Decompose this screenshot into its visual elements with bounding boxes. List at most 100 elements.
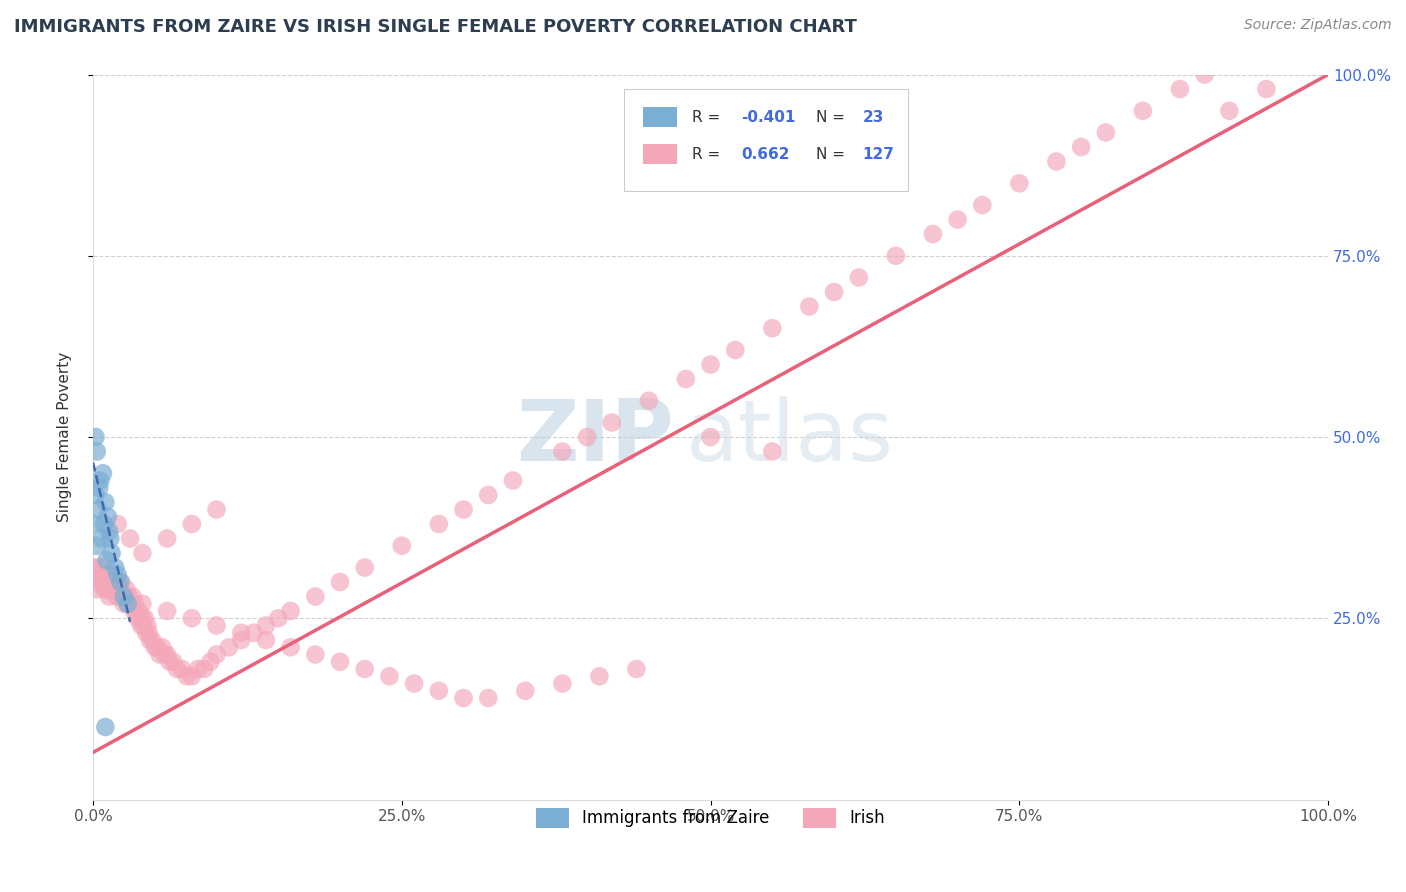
Point [626,662,648,676]
Point [83,560,105,574]
Point [87,502,110,516]
Point [93,516,115,531]
Point [1008,176,1031,190]
Point [124,597,146,611]
Point [193,662,215,676]
Point [100,546,122,560]
Point [89,567,111,582]
Point [427,516,450,531]
Point [104,560,127,574]
Point [131,597,153,611]
Point [104,574,127,589]
Point [94,495,117,509]
Point [353,662,375,676]
Point [156,532,179,546]
Point [551,444,574,458]
Point [1256,82,1278,96]
Point [404,676,426,690]
Point [280,640,302,655]
Point [176,669,198,683]
Point [96,553,118,567]
Point [761,444,783,458]
Point [156,648,179,662]
Text: 0.662: 0.662 [741,147,790,161]
Point [267,611,290,625]
Point [515,683,537,698]
Point [884,249,907,263]
Point [89,474,111,488]
Point [122,604,145,618]
Point [108,574,131,589]
Point [129,618,152,632]
Point [131,611,153,625]
Point [254,618,277,632]
Point [98,590,121,604]
Text: Source: ZipAtlas.com: Source: ZipAtlas.com [1244,18,1392,32]
Point [453,691,475,706]
Point [100,567,122,582]
Point [127,611,149,625]
Point [551,676,574,690]
Point [101,574,124,589]
Point [87,560,110,574]
Legend: Immigrants from Zaire, Irish: Immigrants from Zaire, Irish [529,801,891,835]
Point [89,574,111,589]
Point [107,567,129,582]
Point [150,640,173,655]
Point [94,720,117,734]
Point [588,669,610,683]
Point [502,474,524,488]
Point [761,321,783,335]
Point [128,604,150,618]
Point [600,416,623,430]
Point [699,430,721,444]
Text: N =: N = [815,147,849,161]
Point [110,574,132,589]
Point [378,669,401,683]
Text: IMMIGRANTS FROM ZAIRE VS IRISH SINGLE FEMALE POVERTY CORRELATION CHART: IMMIGRANTS FROM ZAIRE VS IRISH SINGLE FE… [14,18,856,36]
Point [280,604,302,618]
Point [922,227,945,241]
Point [180,516,202,531]
Point [329,574,352,589]
Bar [643,107,678,128]
Point [205,648,228,662]
Point [254,633,277,648]
Point [353,560,375,574]
Text: -0.401: -0.401 [741,110,796,125]
Point [111,590,134,604]
Point [1045,154,1067,169]
Point [1194,68,1216,82]
Point [180,669,202,683]
Point [98,532,121,546]
Point [823,285,845,299]
Point [107,582,129,597]
Point [699,358,721,372]
Point [91,467,114,481]
Text: R =: R = [692,147,725,161]
Point [453,502,475,516]
Point [1094,126,1116,140]
Point [84,430,107,444]
Point [86,539,108,553]
Point [162,655,184,669]
Text: atlas: atlas [686,395,894,478]
Point [1168,82,1191,96]
Point [98,524,121,539]
Point [97,574,120,589]
Point [391,539,413,553]
Point [477,691,499,706]
Point [946,212,969,227]
Point [231,625,253,640]
Text: N =: N = [815,110,849,125]
Point [112,597,135,611]
Point [129,611,152,625]
Text: 127: 127 [862,147,894,161]
Point [96,582,118,597]
Point [121,590,143,604]
Point [136,618,159,632]
Point [108,582,131,597]
Point [108,590,131,604]
Point [107,516,129,531]
Point [118,590,141,604]
